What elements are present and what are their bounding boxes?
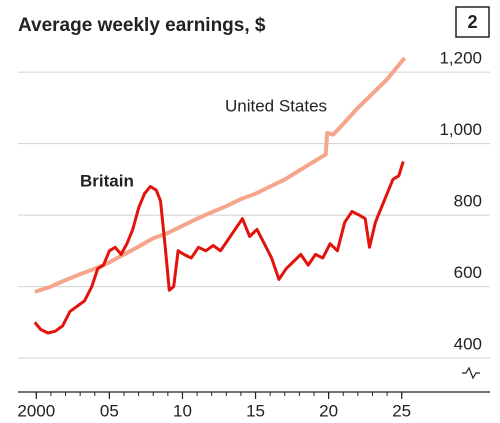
series-label: United States (225, 96, 327, 115)
x-tick-label: 05 (100, 401, 119, 420)
y-tick-label: 800 (454, 192, 482, 211)
x-tick-label: 10 (173, 401, 192, 420)
panel-box (455, 6, 490, 38)
x-tick-label: 25 (392, 401, 411, 420)
panel-label: 2 (467, 12, 477, 32)
y-tick-label: 1,200 (439, 49, 482, 68)
chart-title: Average weekly earnings, $ (18, 15, 266, 36)
x-tick-label: 2000 (17, 401, 55, 420)
series-label: Britain (80, 171, 134, 190)
x-tick-label: 20 (319, 401, 338, 420)
y-tick-label: 600 (454, 263, 482, 282)
x-tick-label: 15 (246, 401, 265, 420)
y-tick-label: 400 (454, 335, 482, 354)
series-line (33, 161, 405, 335)
y-tick-label: 1,000 (439, 120, 482, 139)
axis-break (462, 366, 480, 380)
